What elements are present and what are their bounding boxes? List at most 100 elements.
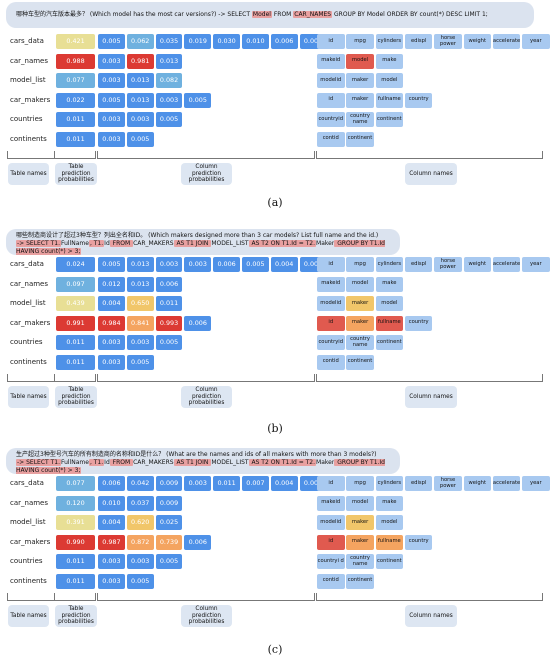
question-text: Maker [316,240,335,248]
table-probability-cell: 0.077 [56,73,95,88]
column-name-cell: edispl [404,257,433,272]
column-name-cell: country [404,315,433,331]
column-name-cell: id [317,257,345,272]
question-text: FROM [109,459,134,467]
column-probability-cell: 0.005 [98,34,125,49]
column-name-cell: model [346,495,374,511]
group-bracket [316,593,543,601]
column-probability-cell: 0.003 [98,335,125,350]
table-name-label: countries [10,338,43,346]
column-probability-cell: 0.005 [98,92,125,108]
column-probability-cell: 0.013 [126,92,154,108]
column-name-cell: accelerate [492,257,521,272]
column-name-cell: edispl [404,476,433,491]
panel-caption: (a) [267,196,283,209]
column-probs-label: Column prediction probabilities [181,386,232,408]
column-name-cell: mpg [346,34,374,49]
column-name-cell: modelid [317,515,345,530]
column-name-cell: fullname [375,315,404,331]
table-name-label: cars_data [10,479,44,487]
column-name-cell: horse power [434,34,462,49]
column-probability-cell: 0.019 [184,34,212,49]
column-name-cell: maker [346,534,374,550]
column-name-cell: weight [463,257,491,272]
table-names-label: Table names [8,605,49,627]
column-name-cell: horse power [434,257,462,272]
column-probability-cell: 0.003 [126,335,154,350]
column-probability-cell: 0.987 [98,534,125,550]
column-name-cell: continent [346,573,374,589]
column-name-cell: weight [463,34,491,49]
column-probability-cell: 0.005 [242,257,269,272]
column-name-cell: id [317,92,345,108]
column-name-cell: country [404,92,433,108]
column-probability-cell: 0.006 [184,315,212,331]
table-name-label: car_names [10,498,49,507]
column-name-cell: country name [346,112,374,127]
diagram-panel: 哪种车型的汽车版本最多？ (Which model has the most c… [0,0,550,220]
column-probability-cell: 0.003 [155,92,183,108]
column-name-cell: model [346,276,374,292]
column-name-cell: make [375,276,404,292]
table-probability-cell: 0.022 [56,92,95,108]
table-name-label: car_names [10,56,49,65]
column-probability-cell: 0.739 [155,534,183,550]
column-probability-cell: 0.005 [126,354,154,370]
column-probability-cell: 0.009 [155,476,183,491]
question-text: AS T1 JOIN [173,459,212,467]
table-probability-cell: 0.011 [56,112,95,127]
column-name-cell: contid [317,354,345,370]
panel-caption: (c) [267,643,283,656]
column-names-label: Column names [405,386,457,408]
question-text: -> SELECT T1. [16,240,61,248]
table-probability-cell: 0.120 [56,495,95,511]
column-probability-cell: 0.005 [98,257,125,272]
question-bubble: 生产超过3种型号汽车的所有制造商的名称和ID是什么？ (What are the… [6,448,400,475]
column-name-cell: continent [375,112,404,127]
table-name-label: continents [10,576,47,585]
group-bracket [97,593,315,601]
column-name-cell: modelid [317,296,345,311]
column-probability-cell: 0.004 [98,515,125,530]
column-probability-cell: 0.006 [98,476,125,491]
table-name-label: cars_data [10,37,44,45]
group-bracket [7,374,55,382]
question-text: FROM [271,11,294,18]
table-probability-cell: 0.011 [56,335,95,350]
column-probability-cell: 0.984 [98,315,125,331]
question-text: Maker [316,459,335,467]
column-name-cell: maker [346,73,374,88]
question-text: 哪种车型的汽车版本最多？ (Which model has the most c… [16,11,252,18]
column-probability-cell: 0.030 [213,34,240,49]
group-bracket [7,151,55,159]
column-name-cell: id [317,315,345,331]
column-name-cell: accelerate [492,476,521,491]
column-name-cell: year [522,34,550,49]
question-text: FROM [109,240,134,248]
group-bracket [316,374,543,382]
table-probability-cell: 0.011 [56,131,95,147]
table-names-label: Table names [8,386,49,408]
column-probability-cell: 0.872 [126,534,154,550]
column-name-cell: makeid [317,495,345,511]
column-name-cell: maker [346,315,374,331]
question-text: FullName [60,240,89,248]
column-probability-cell: 0.062 [126,34,154,49]
question-text: Id [104,459,110,467]
column-probs-label: Column prediction probabilities [181,605,232,627]
column-name-cell: horse power [434,476,462,491]
question-text: AS T2 ON T1.Id = T2. [248,240,317,248]
column-name-cell: cylinders [375,476,404,491]
question-bubble: 哪些制造商设计了超过3种车型？列出全名和ID。 (Which makers de… [6,229,400,256]
column-probability-cell: 0.037 [126,495,154,511]
column-probability-cell: 0.005 [184,92,212,108]
column-probability-cell: 0.003 [126,112,154,127]
column-probability-cell: 0.006 [184,534,212,550]
column-name-cell: model [346,53,374,69]
column-name-cell: countryi d [317,554,345,569]
column-probability-cell: 0.013 [155,53,183,69]
column-name-cell: maker [346,296,374,311]
column-name-cell: maker [346,515,374,530]
table-probability-cell: 0.391 [56,515,95,530]
table-name-label: car_makers [10,318,51,327]
